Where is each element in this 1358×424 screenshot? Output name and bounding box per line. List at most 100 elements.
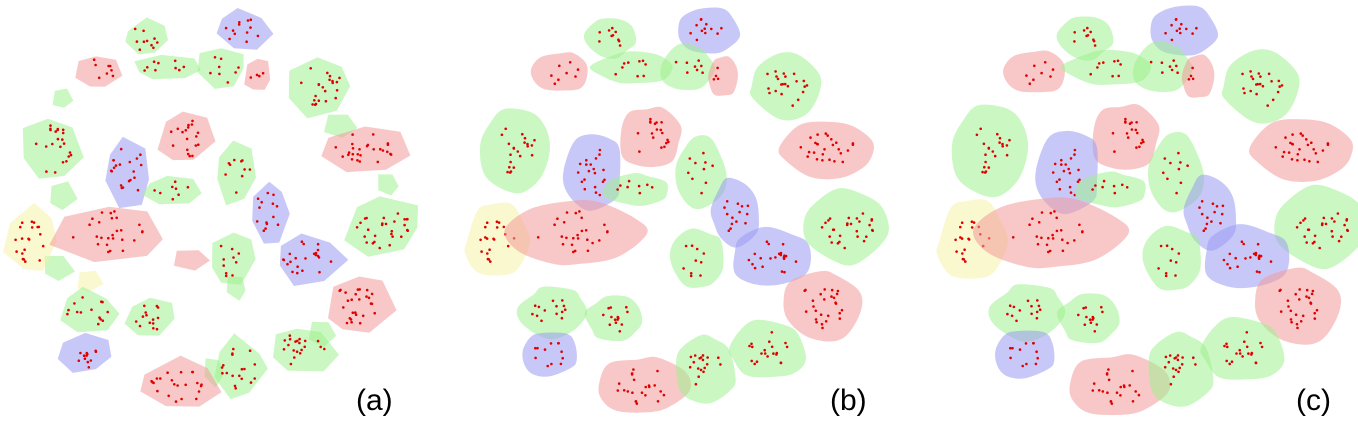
data-point [1101,185,1104,189]
data-point [807,150,811,154]
data-point [15,250,18,253]
data-point [634,400,638,403]
data-point [687,171,690,175]
data-point [115,216,118,220]
data-point [170,379,174,382]
data-point [862,239,866,243]
data-point [644,394,647,397]
data-point [638,191,642,195]
data-point [153,37,156,40]
data-point [1134,390,1137,393]
data-point [723,206,726,209]
cluster-region [328,276,397,333]
data-point [667,140,670,144]
data-point [617,39,621,43]
data-point [1242,87,1245,90]
data-point [1279,288,1282,292]
cluster-region [995,330,1055,379]
data-point [1170,68,1174,72]
data-point [1256,82,1259,86]
data-point [1205,222,1209,226]
data-point [632,368,635,371]
data-point [486,252,489,255]
data-point [576,171,580,174]
data-point [363,235,367,238]
data-point [1091,389,1095,392]
cluster-region [134,54,201,80]
data-point [382,216,386,220]
data-point [97,76,101,80]
data-point [1164,274,1168,278]
data-point [602,168,605,172]
data-point [62,142,66,145]
data-point [355,226,359,229]
data-point [100,211,104,214]
data-point [572,236,575,240]
data-point [303,339,307,343]
data-point [288,252,292,256]
data-point [1045,243,1049,247]
data-point [105,243,109,247]
data-point [1305,241,1308,244]
data-point [1260,345,1264,349]
data-point [108,249,112,253]
data-point [328,78,331,82]
data-point [1257,255,1261,259]
data-point [358,321,362,325]
data-point [751,345,754,349]
data-point [1113,150,1116,153]
data-point [1136,131,1139,135]
data-point [295,350,299,354]
data-point [155,327,159,331]
data-point [1077,313,1080,317]
data-point [653,384,656,387]
data-point [1116,59,1120,63]
data-point [627,61,630,64]
data-point [1236,265,1239,269]
data-point [1296,153,1300,156]
data-point [1295,226,1299,229]
cluster-region [1142,225,1201,291]
data-point [388,243,392,247]
data-point [344,291,347,294]
data-point [824,320,828,323]
data-point [386,143,390,146]
data-point [865,235,868,238]
data-point [794,260,798,263]
data-point [222,258,225,261]
cluster-region [728,319,806,378]
data-point [1290,320,1293,324]
data-point [159,377,162,380]
data-point [1064,163,1067,166]
data-point [804,310,808,313]
data-point [1009,346,1012,350]
data-point [1312,148,1315,151]
data-point [1228,362,1231,366]
data-point [696,367,700,370]
data-point [292,349,296,352]
data-point [714,74,718,78]
data-point [1180,22,1183,26]
data-point [635,402,639,405]
data-point [356,153,360,156]
data-point [1343,223,1346,227]
data-point [1130,121,1133,124]
data-point [484,225,487,229]
data-point [380,223,384,227]
data-point [240,367,244,371]
data-point [641,59,645,63]
data-point [83,357,87,361]
data-point [649,121,652,124]
data-point [691,177,694,181]
data-point [755,360,759,364]
data-point [119,229,123,232]
data-point [704,181,708,185]
data-point [365,241,369,244]
data-point [824,221,827,225]
data-point [41,244,45,248]
data-point [316,242,320,246]
data-point [316,339,320,343]
data-point [1048,249,1052,253]
data-point [101,319,105,323]
data-point [1169,259,1173,262]
